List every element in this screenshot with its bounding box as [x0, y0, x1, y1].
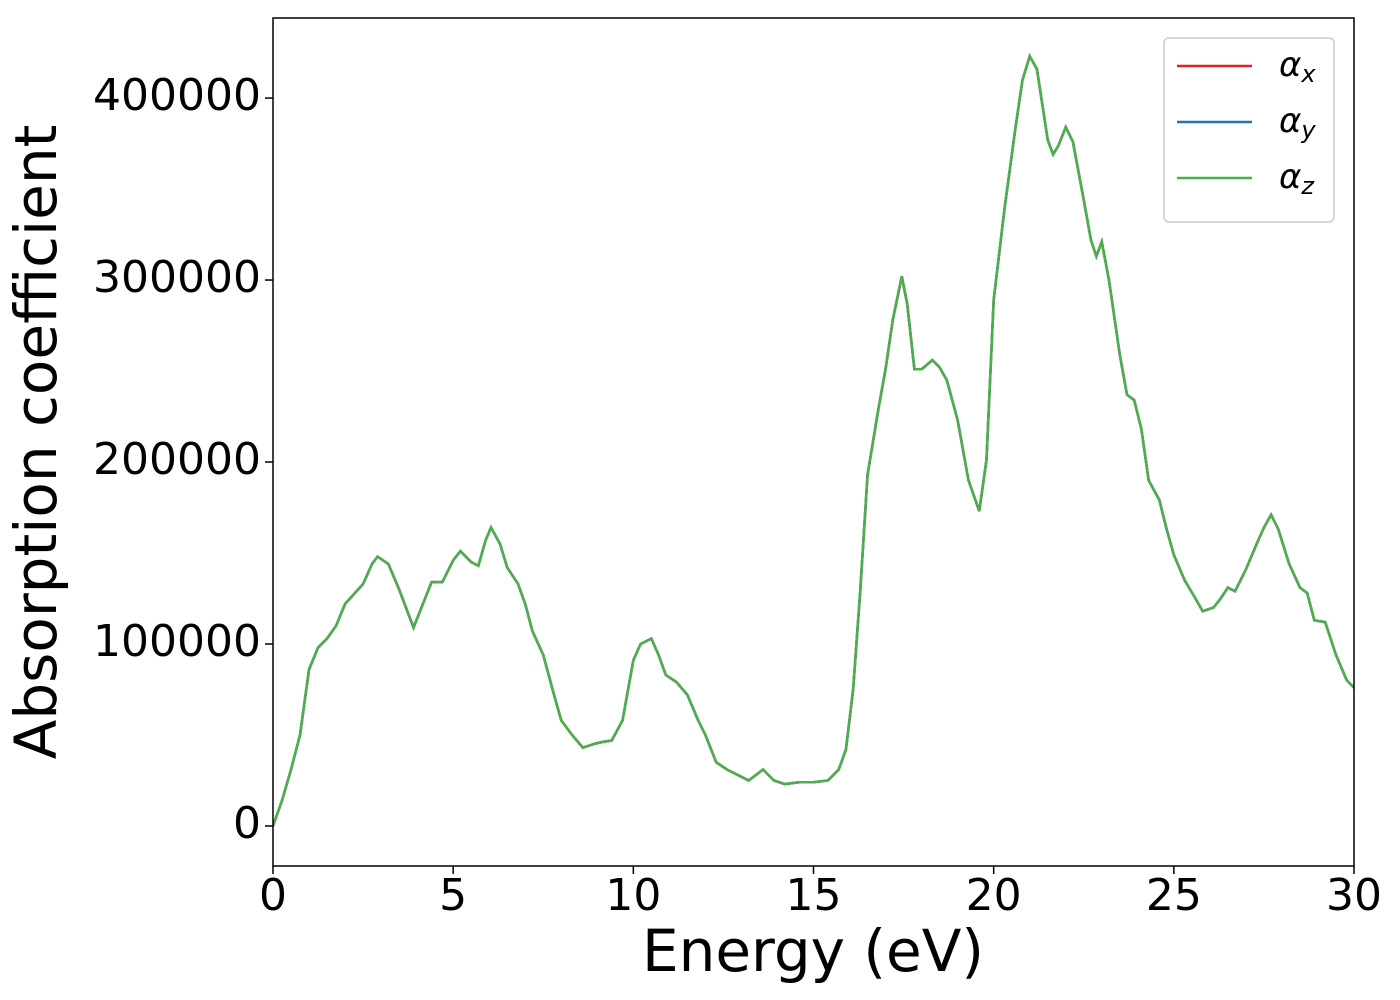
y-tick-label: 0 [233, 798, 261, 849]
legend-label: αx [1279, 45, 1316, 89]
x-tick-label: 25 [1146, 870, 1202, 921]
x-axis-label: Energy (eV) [642, 917, 984, 985]
x-tick-label: 5 [439, 870, 467, 921]
x-tick-label: 30 [1326, 870, 1382, 921]
y-tick-label: 400000 [93, 70, 261, 121]
legend-label: αz [1279, 157, 1315, 201]
x-tick-label: 20 [966, 870, 1022, 921]
x-tick-label: 0 [259, 870, 287, 921]
y-tick-label: 300000 [93, 252, 261, 303]
legend-label: αy [1279, 101, 1316, 145]
y-tick-label: 200000 [93, 434, 261, 485]
y-tick-label: 100000 [93, 616, 261, 667]
series-line [273, 53, 1354, 827]
y-axis-label: Absorption coefficient [2, 125, 70, 760]
plot-frame [272, 17, 1355, 867]
x-tick-label: 10 [605, 870, 661, 921]
x-tick-label: 15 [786, 870, 842, 921]
legend-box [1163, 37, 1335, 223]
